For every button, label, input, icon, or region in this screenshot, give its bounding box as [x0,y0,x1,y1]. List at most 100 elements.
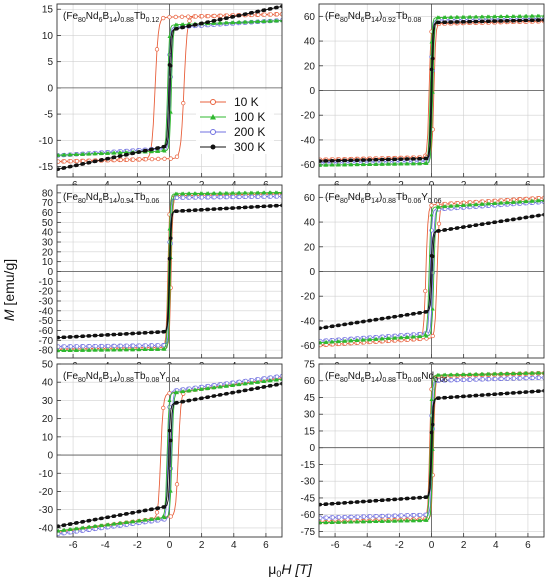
data-point [405,518,410,523]
data-point [393,314,398,319]
data-point [268,378,273,383]
data-point [231,206,236,210]
data-point [380,513,385,519]
x-tick-label: 0 [167,540,173,551]
data-point [337,158,341,163]
data-point [380,161,385,166]
data-point [512,14,516,18]
data-point [99,343,105,349]
data-point [449,20,454,24]
data-point [206,395,211,399]
data-point [206,191,211,195]
data-point [343,514,348,520]
data-point [57,159,61,164]
data-point [193,397,198,402]
data-point [212,21,217,25]
data-point [368,519,373,524]
panel-title-text: Tb [396,11,408,22]
data-point [387,336,391,340]
data-point [87,344,92,349]
data-point [256,204,261,209]
panel-title-text: (Fe [63,192,78,203]
data-point [167,398,172,402]
data-point [100,523,104,527]
data-point [174,195,180,200]
data-point [399,157,404,161]
data-point [256,194,261,199]
data-point [87,518,92,523]
data-point [412,157,416,161]
panel-title: (Fe80Nd6B14)0.88Tb0.12 [63,11,159,24]
data-point [324,515,329,520]
data-point [250,10,254,15]
data-point [112,347,117,352]
data-point [405,335,410,339]
data-point [243,388,248,393]
panel-title-subscript: 6 [361,198,365,205]
data-point [156,343,161,348]
x-tick-label: 0 [429,540,435,551]
data-point [243,205,248,210]
y-tick-label: -10 [39,136,54,147]
data-point [68,164,73,169]
data-point [262,194,267,199]
data-point [474,14,479,19]
y-axis-label-symbol: M [1,309,17,321]
data-point [487,392,491,397]
data-point [537,389,541,393]
data-point [57,524,61,529]
panel-title-text: Tb [396,192,408,203]
data-point [224,194,230,200]
data-point [493,371,498,376]
data-point [262,190,267,195]
data-point [237,205,242,210]
data-point [349,514,354,520]
y-tick-label: 70 [42,198,54,209]
data-point [187,398,192,403]
data-point [87,334,92,338]
data-point [393,161,398,166]
data-point [62,159,67,164]
data-point [131,151,136,156]
legend-marker-200k [210,129,216,135]
data-point [193,208,198,212]
panel-title-subscript: 0.92 [382,17,396,24]
data-point [386,513,392,519]
y-tick-label: 40 [42,378,54,389]
x-tick-label: 6 [525,540,531,551]
data-point [324,520,329,525]
data-point [100,151,104,156]
panel-title-subscript: 0.06 [146,198,160,205]
data-point [156,506,161,510]
data-point [424,156,429,161]
data-point [68,522,73,526]
data-point [150,330,154,335]
data-point [243,19,248,24]
data-point [87,160,92,165]
data-point [181,100,186,106]
y-tick-label: -60 [39,326,54,337]
series-group [319,13,544,167]
plot-frame [318,363,545,538]
x-tick-label: -4 [101,540,110,551]
data-point [505,376,510,381]
y-tick-label: 60 [304,12,316,23]
data-point [154,510,160,515]
data-point [275,203,279,208]
data-point [81,525,86,530]
y-tick-label: -20 [301,292,316,303]
data-point [81,344,86,349]
data-point [405,161,410,166]
data-point [449,378,454,383]
data-point [162,144,167,149]
x-tick-label: 2 [461,540,467,551]
panel-title-subscript: 80 [78,377,86,384]
data-point [125,520,129,524]
data-point [262,385,267,389]
data-point [237,13,242,18]
panel-title-subscript: 6 [361,377,365,384]
data-point [405,157,410,161]
data-point [493,19,498,23]
data-point [424,309,429,314]
